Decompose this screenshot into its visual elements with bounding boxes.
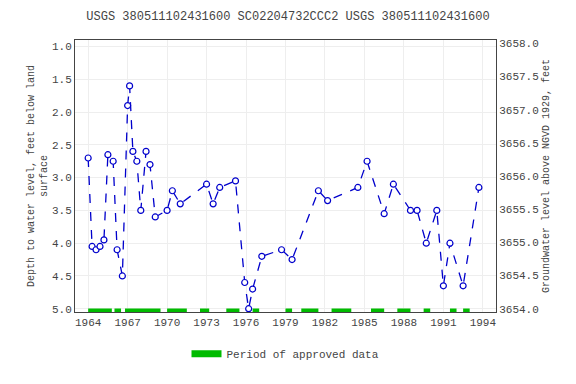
svg-text:3656.5: 3656.5 [499, 138, 539, 150]
svg-text:3654.0: 3654.0 [499, 304, 539, 316]
svg-text:1.5: 1.5 [52, 74, 72, 86]
svg-text:1976: 1976 [233, 317, 259, 329]
svg-text:3.5: 3.5 [52, 205, 72, 217]
svg-text:1973: 1973 [193, 317, 219, 329]
svg-text:1.0: 1.0 [52, 41, 72, 53]
svg-text:3.0: 3.0 [52, 172, 72, 184]
svg-text:3654.5: 3654.5 [499, 270, 539, 282]
svg-text:1970: 1970 [154, 317, 180, 329]
svg-text:1985: 1985 [351, 317, 377, 329]
svg-text:1979: 1979 [272, 317, 298, 329]
svg-text:3658.0: 3658.0 [499, 38, 539, 50]
svg-text:USGS 380511102431600 SC0220473: USGS 380511102431600 SC02204732CCC2 USGS… [86, 10, 489, 24]
svg-text:5.0: 5.0 [52, 304, 72, 316]
svg-text:1964: 1964 [75, 317, 102, 329]
svg-text:1967: 1967 [114, 317, 140, 329]
svg-text:1988: 1988 [391, 317, 417, 329]
svg-text:4.5: 4.5 [52, 271, 72, 283]
svg-text:Depth to water level, feet bel: Depth to water level, feet below landsur… [26, 65, 50, 287]
svg-text:1991: 1991 [430, 317, 457, 329]
svg-text:Groundwater level above NGVD 1: Groundwater level above NGVD 1929, feet [541, 59, 552, 293]
svg-text:3657.0: 3657.0 [499, 105, 539, 117]
svg-text:3657.5: 3657.5 [499, 71, 539, 83]
svg-text:1982: 1982 [312, 317, 338, 329]
svg-text:3656.0: 3656.0 [499, 171, 539, 183]
svg-text:Period of approved data: Period of approved data [227, 349, 379, 361]
svg-text:4.0: 4.0 [52, 238, 72, 250]
svg-text:1994: 1994 [470, 317, 497, 329]
svg-text:2.0: 2.0 [52, 107, 72, 119]
svg-text:3655.5: 3655.5 [499, 204, 539, 216]
svg-text:3655.0: 3655.0 [499, 237, 539, 249]
svg-text:2.5: 2.5 [52, 140, 72, 152]
